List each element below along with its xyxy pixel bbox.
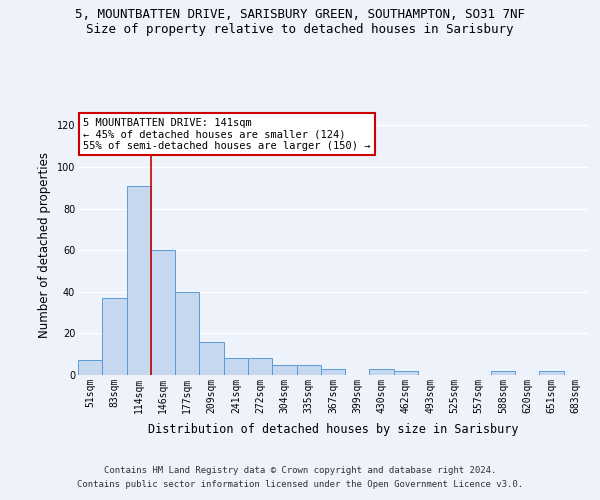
Bar <box>248 358 272 375</box>
Bar <box>78 360 102 375</box>
Text: 5 MOUNTBATTEN DRIVE: 141sqm
← 45% of detached houses are smaller (124)
55% of se: 5 MOUNTBATTEN DRIVE: 141sqm ← 45% of det… <box>83 118 371 151</box>
Text: Contains public sector information licensed under the Open Government Licence v3: Contains public sector information licen… <box>77 480 523 489</box>
Bar <box>224 358 248 375</box>
Bar <box>321 369 345 375</box>
Y-axis label: Number of detached properties: Number of detached properties <box>38 152 51 338</box>
Bar <box>394 371 418 375</box>
Bar <box>539 371 564 375</box>
Bar <box>175 292 199 375</box>
Bar <box>199 342 224 375</box>
Bar <box>491 371 515 375</box>
Bar <box>370 369 394 375</box>
Bar <box>151 250 175 375</box>
Text: Size of property relative to detached houses in Sarisbury: Size of property relative to detached ho… <box>86 22 514 36</box>
Text: Contains HM Land Registry data © Crown copyright and database right 2024.: Contains HM Land Registry data © Crown c… <box>104 466 496 475</box>
Bar <box>127 186 151 375</box>
Text: Distribution of detached houses by size in Sarisbury: Distribution of detached houses by size … <box>148 422 518 436</box>
Bar <box>272 364 296 375</box>
Bar <box>102 298 127 375</box>
Text: 5, MOUNTBATTEN DRIVE, SARISBURY GREEN, SOUTHAMPTON, SO31 7NF: 5, MOUNTBATTEN DRIVE, SARISBURY GREEN, S… <box>75 8 525 20</box>
Bar <box>296 364 321 375</box>
